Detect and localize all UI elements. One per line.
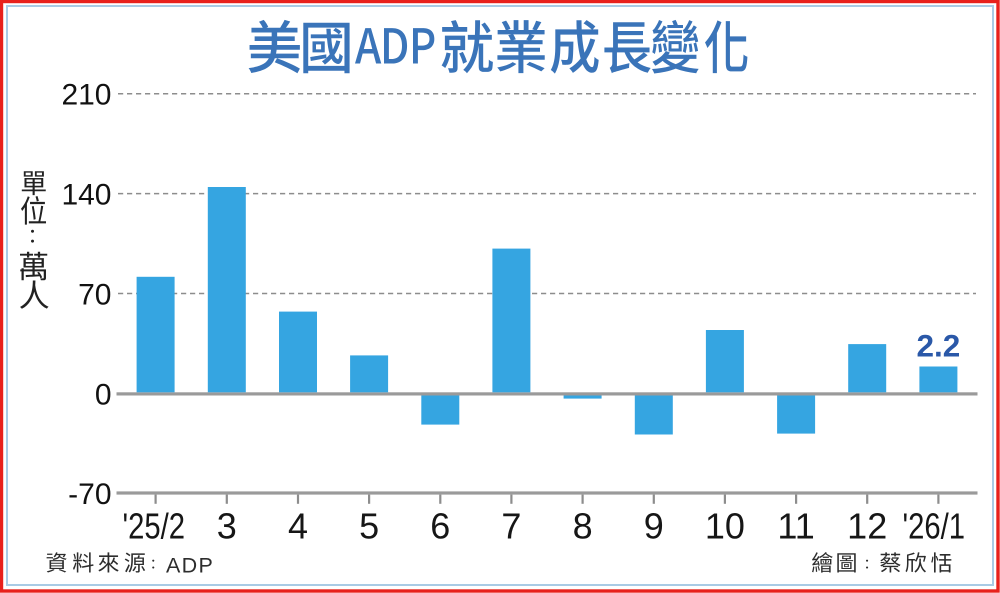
svg-text:7: 7: [501, 506, 521, 547]
svg-text:10: 10: [705, 506, 745, 547]
svg-text:70: 70: [78, 278, 111, 311]
svg-text:11: 11: [777, 506, 814, 547]
svg-text:6: 6: [430, 506, 450, 547]
svg-text:12: 12: [847, 506, 887, 547]
svg-text:4: 4: [288, 506, 308, 547]
svg-text:140: 140: [61, 179, 111, 212]
svg-text:0: 0: [95, 378, 112, 411]
svg-text:5: 5: [359, 506, 379, 547]
svg-text:-70: -70: [68, 478, 111, 511]
svg-text:9: 9: [644, 506, 664, 547]
svg-text:'25/2: '25/2: [123, 506, 186, 547]
svg-text:ADP: ADP: [166, 554, 214, 578]
svg-text:3: 3: [217, 506, 237, 547]
svg-text:2.2: 2.2: [917, 327, 961, 363]
svg-text:8: 8: [573, 506, 593, 547]
svg-text:210: 210: [61, 79, 111, 112]
svg-text:'26/1: '26/1: [903, 506, 966, 547]
